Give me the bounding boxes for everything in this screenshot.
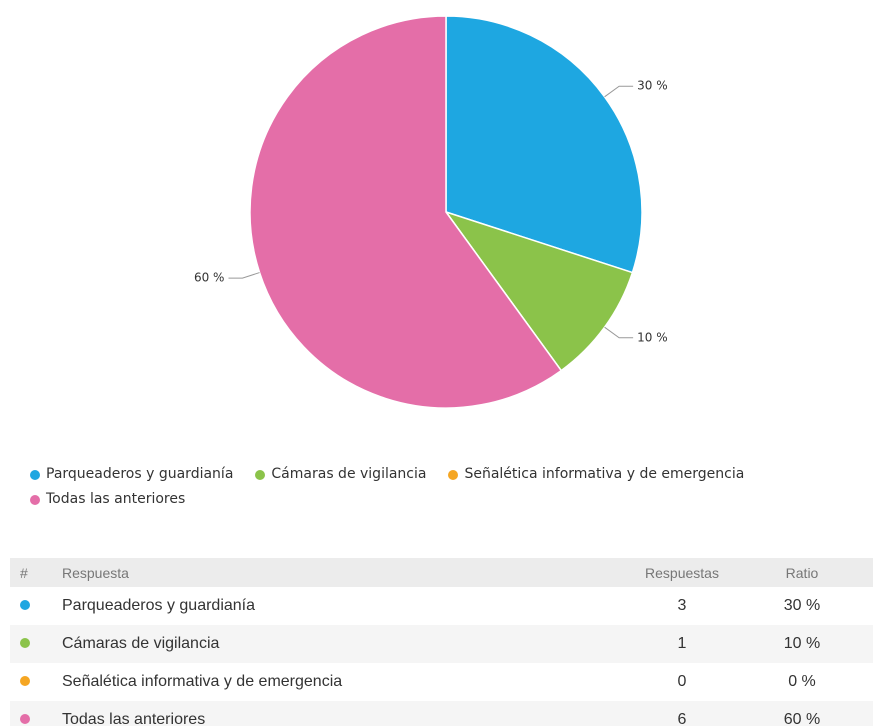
table-cell: 10 % [783,635,821,652]
legend-item: Parqueaderos y guardianía [30,462,233,487]
data-label: 60 % [194,271,225,285]
row-marker [10,635,62,653]
table-cell: 0 [677,673,687,690]
legend-label: Todas las anteriores [46,491,186,507]
table-row: Parqueaderos y guardianía 3 30 % [10,587,873,625]
table-cell: 0 % [788,673,816,690]
table-cell: 3 [677,597,687,614]
data-label: 10 % [637,330,668,344]
legend-label: Parqueaderos y guardianía [46,466,234,482]
legend-item: Señalética informativa y de emergencia [448,462,744,487]
table: # Respuesta Respuestas Ratio Parqueaderos y … [10,558,873,726]
table-row: Señalética informativa y de emergencia 0 0… [10,663,873,701]
table-header: # Respuesta Respuestas Ratio [10,558,873,587]
leader-line [604,326,634,339]
table-cell: Cámaras de vigilancia [62,635,220,652]
legend-dot [448,469,459,480]
table-cell: Todas las anteriores [62,711,206,726]
legend-dot [255,469,266,480]
leader-line [604,85,634,98]
table-row: Cámaras de vigilancia 1 10 % [10,625,873,663]
header-cell: Ratio [785,564,819,581]
row-marker [10,597,62,615]
legend-dot [30,494,40,505]
legend-item: Cámaras de vigilancia [255,462,426,487]
pie-chart: 30 % 10 % 60 % [194,15,668,409]
row-dot [20,676,30,686]
table-row: Todas las anteriores 6 60 % [10,701,873,726]
table-cell: Señalética informativa y de emergencia [62,673,343,690]
row-dot [20,714,30,724]
legend-label: Cámaras de vigilancia [271,466,427,482]
header-cell: # [20,564,28,581]
legend: Parqueaderos y guardianía Cámaras de vigi… [30,462,770,512]
pie-slice [444,210,634,372]
legend-label: Señalética informativa y de emergencia [464,466,745,482]
table-cell: 1 [677,635,687,652]
data-label: 30 % [637,79,668,93]
legend-item: Todas las anteriores [30,487,185,512]
row-marker [10,673,62,691]
legend-dot [30,469,40,480]
row-marker [10,711,62,726]
pie-slice [445,15,643,274]
table-cell: Parqueaderos y guardianía [62,597,256,614]
leader-line [228,272,260,279]
table-cell: 60 % [783,711,821,726]
table-cell: 30 % [783,597,821,614]
row-dot [20,638,30,648]
header-cell: Respuesta [62,564,129,581]
table-cell: 6 [677,711,687,726]
row-dot [20,600,30,610]
header-cell: Respuestas [645,564,719,581]
